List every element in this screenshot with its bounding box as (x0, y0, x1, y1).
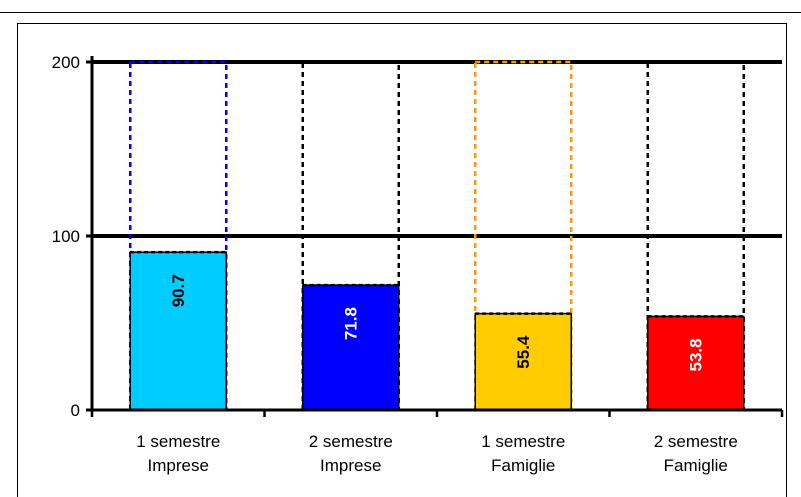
bar-reference-outline-2 (301, 60, 400, 412)
bar-value-label-4: 53.8 (687, 338, 706, 371)
chart-frame (17, 23, 787, 497)
category-label-line2-1: Imprese (148, 456, 209, 475)
category-label-line1-1: 1 semestre (136, 432, 220, 451)
y-tick-label-0: 0 (71, 401, 80, 420)
category-label-line1-4: 2 semestre (654, 432, 738, 451)
top-rule (0, 12, 801, 13)
bar-reference-outline-1 (129, 60, 228, 412)
bar-reference-outline-4 (646, 60, 745, 412)
bar-value-label-3: 55.4 (514, 335, 533, 369)
category-label-line2-3: Famiglie (491, 456, 555, 475)
category-label-line2-2: Imprese (320, 456, 381, 475)
category-label-line2-4: Famiglie (664, 456, 728, 475)
category-label-line1-3: 1 semestre (481, 432, 565, 451)
bar-reference-outline-3 (474, 60, 573, 412)
category-label-line1-2: 2 semestre (309, 432, 393, 451)
y-tick-label-100: 100 (52, 227, 80, 246)
y-tick-label-200: 200 (52, 53, 80, 72)
bar-value-label-2: 71.8 (342, 307, 361, 340)
bar-2 (302, 284, 400, 411)
bar-value-label-1: 90.7 (169, 274, 188, 307)
